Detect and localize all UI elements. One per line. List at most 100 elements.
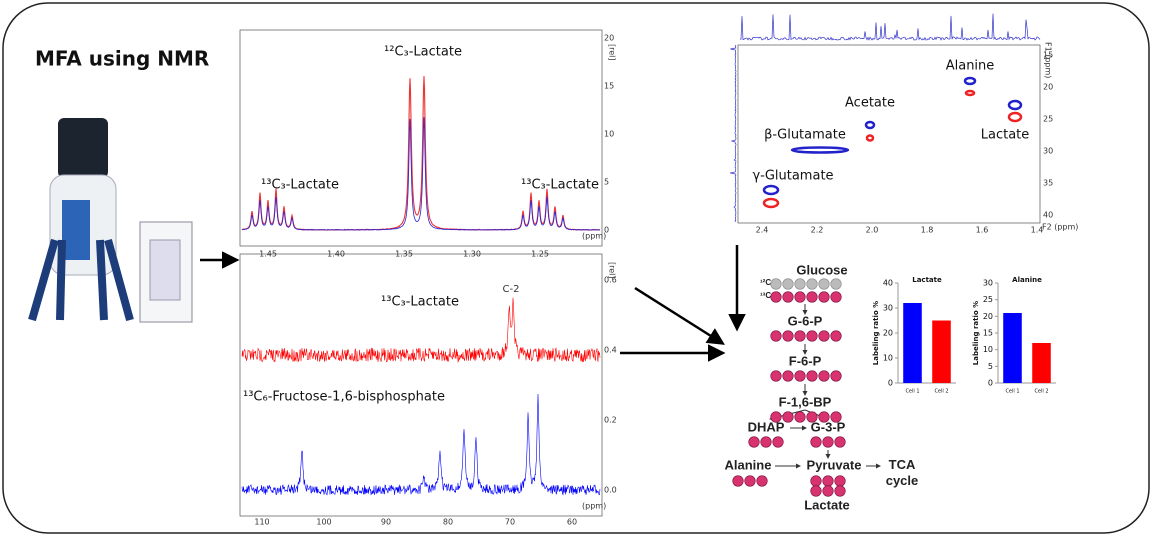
isotope: ¹³C: [760, 291, 771, 300]
x-tick-label: 80: [443, 518, 453, 527]
axis-unit: [rel]: [608, 262, 617, 279]
y-tick-label: 0.2: [604, 416, 617, 425]
carbon-atom: [810, 485, 822, 497]
carbon-atom: [822, 475, 834, 487]
y-tick-label: 10: [883, 354, 893, 363]
x-tick-label: 1.4: [1031, 226, 1044, 235]
pathway: Glucose ¹²C ¹³C G-6-P F-6-P F-1,6-BP DHA…: [725, 262, 919, 512]
y-tick-label: 0.6: [604, 276, 617, 285]
carbon-atom: [756, 475, 768, 487]
metabolite: TCA cycle: [886, 457, 919, 488]
carbon-atom: [794, 330, 806, 342]
metabolite: F-1,6-BP: [779, 394, 832, 409]
y-tick-label: 5: [988, 362, 993, 371]
x-tick-label: 70: [505, 518, 515, 527]
metabolite: F-6-P: [789, 353, 822, 368]
x-tick-label: 100: [316, 518, 331, 527]
hsqc: F2 (ppm) F1 (ppm) Alanine Acetate β-Glut…: [730, 13, 1078, 235]
carbon-atom: [810, 436, 822, 448]
x-tick-label: 1.6: [976, 226, 989, 235]
peak-label: ¹³C₃-Lactate: [261, 178, 339, 193]
axis-unit: F1 (ppm): [1044, 42, 1053, 78]
peak-label: γ-Glutamate: [752, 169, 833, 184]
y-tick-label: 30: [983, 279, 993, 288]
carbon-atom: [782, 278, 794, 290]
cross-peak: [762, 184, 780, 196]
spectrum-labels: ¹²C₃-Lactate ¹³C₃-Lactate ¹³C₃-Lactate (…: [243, 44, 617, 511]
carbon-atom: [830, 411, 842, 423]
arrows: [200, 245, 746, 362]
carbon-atom: [834, 436, 846, 448]
y-tick-label: 15: [983, 329, 993, 338]
axis-unit: F2 (ppm): [1042, 223, 1078, 232]
y-tick-label: 5: [604, 178, 609, 187]
y-tick-label: 15: [1043, 51, 1053, 60]
y-tick-label: 40: [883, 279, 893, 288]
y-axis-label: Labeling ratio %: [972, 301, 980, 365]
bar: [1032, 343, 1051, 383]
peak-label: C-2: [503, 284, 520, 295]
carbon-atom: [770, 278, 782, 290]
y-tick-label: 20: [883, 329, 893, 338]
carbon-atom: [806, 330, 818, 342]
carbon-atom: [748, 436, 760, 448]
carbon-atom: [772, 436, 784, 448]
y-tick-label: 0.4: [604, 346, 617, 355]
y-tick-label: 0: [988, 379, 993, 388]
x-tick-label: Cell 2: [934, 389, 948, 395]
y-tick-label: 25: [1043, 115, 1053, 124]
y-tick-label: 0: [604, 226, 609, 235]
x-tick-label: 90: [381, 518, 391, 527]
chart-title: Alanine: [1012, 276, 1042, 284]
carbon-atom: [760, 436, 772, 448]
cross-peak: [790, 146, 850, 154]
metabolite: Glucose: [796, 262, 847, 277]
x-tick-label: 2.4: [756, 226, 769, 235]
x-tick-label: 2.0: [866, 226, 879, 235]
x-tick-label: 1.45: [259, 250, 277, 259]
y-tick-label: 10: [983, 345, 993, 354]
carbon-atom: [770, 370, 782, 382]
carbon-atom: [806, 278, 818, 290]
carbon-atom: [830, 370, 842, 382]
x-tick-label: Cell 1: [1005, 389, 1019, 395]
carbon-atom: [806, 370, 818, 382]
x-tick-label: 110: [254, 518, 269, 527]
carbon-atom: [818, 291, 830, 303]
carbon-atom: [830, 278, 842, 290]
carbon-atom: [806, 411, 818, 423]
metabolite: Alanine: [725, 457, 772, 472]
bar: [1003, 313, 1022, 383]
carbon-atom: [782, 330, 794, 342]
carbon-atom: [818, 330, 830, 342]
x-tick-label: 1.35: [395, 250, 413, 259]
carbon-atom: [770, 411, 782, 423]
cross-peak: [1007, 111, 1023, 123]
peak-label: ¹³C₃-Lactate: [521, 178, 599, 193]
x-tick-label: Cell 1: [905, 389, 919, 395]
spectrum-trace: [241, 393, 601, 496]
carbon-atom: [818, 370, 830, 382]
metabolite: G-6-P: [788, 313, 823, 328]
chart-title: Lactate: [912, 276, 942, 284]
peak-label: ¹³C₃-Lactate: [381, 295, 459, 310]
title: MFA using NMR: [35, 47, 209, 71]
carbon-atom: [794, 411, 806, 423]
carbon-atom: [794, 278, 806, 290]
peak-label: β-Glutamate: [764, 128, 846, 143]
x-tick-label: 1.8: [921, 226, 934, 235]
carbon-atom: [806, 291, 818, 303]
spectrometer: [28, 118, 193, 323]
peak-label: Lactate: [981, 128, 1030, 143]
cross-peak: [864, 120, 876, 130]
peak-label: ¹²C₃-Lactate: [384, 45, 462, 60]
cross-peak: [865, 134, 875, 142]
spectrum-trace: [241, 116, 601, 231]
carbon-atom: [770, 291, 782, 303]
bar-charts: Lactate Labeling ratio % 0 10 20 30 40 Cell 1 Ce…: [872, 276, 1056, 395]
cross-peak: [1007, 99, 1023, 111]
axis-unit: [rel]: [608, 44, 617, 61]
x-tick-label: 60: [567, 518, 577, 527]
y-tick-label: 0: [888, 379, 893, 388]
carbon-atom: [770, 330, 782, 342]
